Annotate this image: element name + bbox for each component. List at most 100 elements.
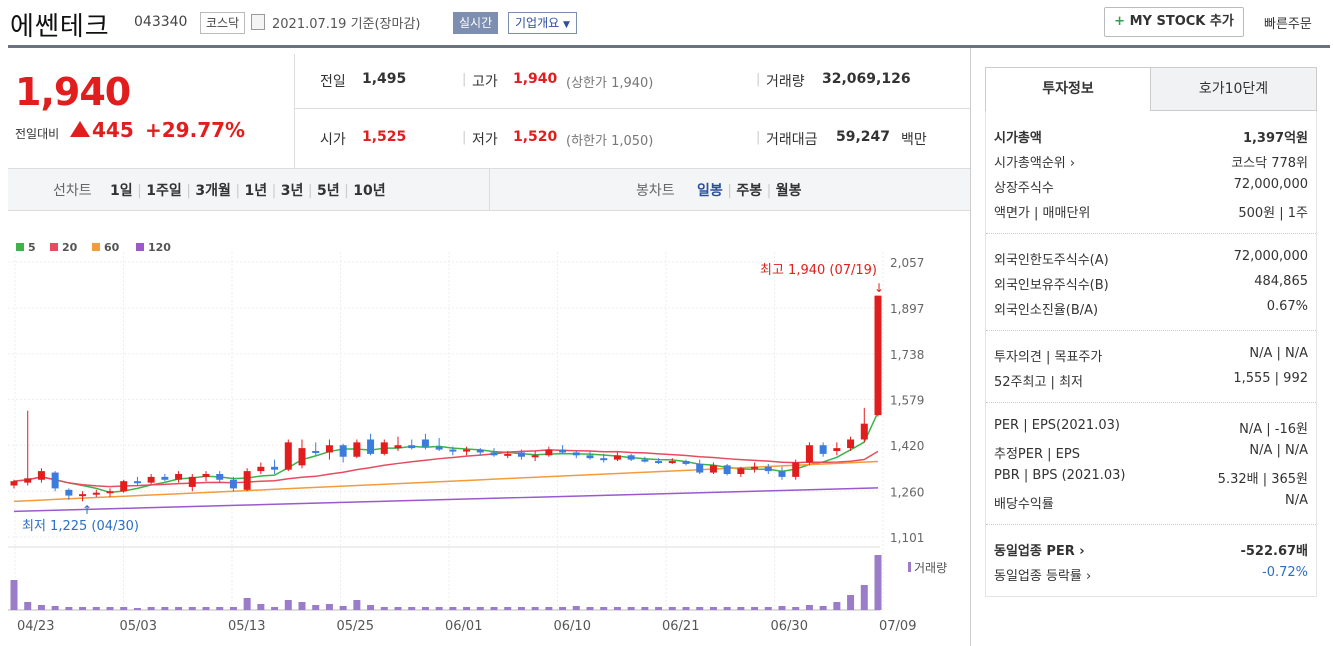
candle-chart-periods: 일봉 | 주봉 | 월봉 (697, 180, 802, 200)
legend-swatch (92, 243, 100, 251)
tab-invest-info[interactable]: 투자정보 (985, 67, 1151, 111)
info-label[interactable]: 동일업종 등락률 › (994, 569, 1092, 584)
info-value: -0.72% (1262, 565, 1308, 580)
candle-body (229, 479, 237, 489)
candle-body (408, 445, 416, 449)
ma60-line (13, 460, 879, 503)
info-value: 1,555 | 992 (1233, 371, 1308, 386)
period-option[interactable]: 1일 (110, 183, 133, 199)
realtime-button[interactable]: 실시간 (453, 12, 499, 34)
info-label[interactable]: 시가총액순위 › (994, 156, 1076, 171)
x-tick-label: 06/10 (554, 619, 591, 634)
candle-body (380, 442, 388, 454)
candle-body (819, 445, 827, 454)
volume-bar (819, 606, 827, 610)
info-label: 외국인보유주식수(B) (994, 278, 1109, 293)
info-value: -522.67배 (1240, 544, 1308, 559)
volume-bar (737, 607, 745, 610)
change-label: 전일대비 (15, 127, 60, 141)
ma120-line (13, 487, 879, 513)
info-value: N/A | N/A (1249, 443, 1308, 458)
info-label: 투자의견 | 목표주가 (994, 350, 1103, 365)
candle-body (284, 442, 292, 470)
period-option[interactable]: 1년 (244, 183, 268, 199)
candle-body (641, 459, 649, 462)
quick-order-link[interactable]: 빠른주문 (1264, 17, 1312, 32)
volume-bar (613, 607, 621, 610)
candle-body (476, 449, 484, 453)
volume-bar (833, 602, 841, 610)
candle-body (161, 476, 169, 480)
my-stock-add-button[interactable]: + MY STOCK 추가 (1104, 7, 1244, 37)
volume-bar (641, 607, 649, 610)
volume-bar (682, 607, 690, 610)
y-tick-label: 1,260 (890, 485, 924, 499)
volume-bar (380, 607, 388, 610)
info-label: 배당수익률 (994, 497, 1054, 512)
section-divider (986, 402, 1316, 403)
candle-body (805, 445, 813, 463)
candle-body (133, 481, 141, 484)
min-arrow-icon: ↑ (82, 503, 92, 517)
stock-code: 043340 (134, 14, 188, 30)
period-option[interactable]: 주봉 (736, 183, 763, 199)
volume-bar (504, 607, 512, 610)
period-option[interactable]: 3년 (280, 183, 304, 199)
prev-close-value: 1,495 (362, 71, 407, 87)
separator: | (267, 183, 281, 199)
volume-bar (65, 607, 73, 610)
candle-body (874, 295, 882, 416)
change-percent: +29.77% (145, 118, 246, 142)
info-value: 0.67% (1266, 299, 1308, 314)
candle-body (325, 445, 333, 453)
volume-bar (655, 607, 663, 610)
legend-label: 120 (148, 241, 171, 254)
volume-bar (421, 607, 429, 610)
candle-body (271, 466, 279, 470)
volume-bar (874, 555, 882, 610)
company-overview-dropdown[interactable]: 기업개요 ▼ (508, 12, 577, 34)
max-annotation: 최고 1,940 (07/19) (760, 263, 877, 278)
period-option[interactable]: 월봉 (775, 183, 802, 199)
separator: | (181, 183, 196, 199)
x-tick-label: 05/13 (228, 619, 265, 634)
y-tick-label: 1,897 (890, 302, 924, 316)
panel-divider (970, 48, 971, 646)
volume-bar (751, 607, 759, 610)
volume-bar (284, 600, 292, 610)
period-option[interactable]: 5년 (317, 183, 340, 199)
candle-body (559, 449, 567, 453)
candle-body (65, 489, 73, 496)
candle-body (490, 452, 498, 456)
candle-body (531, 455, 539, 458)
candle-body (517, 452, 525, 457)
candle-body (353, 442, 361, 457)
period-option[interactable]: 일봉 (697, 183, 723, 199)
period-option[interactable]: 3개월 (195, 183, 231, 199)
volume-bar (216, 607, 224, 610)
info-label: 외국인소진율(B/A) (994, 303, 1099, 318)
volume-bar (92, 607, 100, 610)
volume-legend-label: 거래량 (914, 561, 947, 575)
divider (294, 54, 295, 168)
high-label: 고가 (472, 74, 498, 90)
candle-body (339, 445, 347, 457)
candle-body (613, 455, 621, 460)
max-arrow-icon: ↓ (874, 281, 884, 295)
info-value: 500원 | 1주 (1238, 206, 1308, 221)
volume-bar (79, 607, 87, 610)
open-label: 시가 (320, 132, 346, 148)
period-option[interactable]: 1주일 (146, 183, 182, 199)
info-value: 코스닥 778위 (1231, 156, 1308, 171)
my-stock-label: MY STOCK 추가 (1129, 14, 1234, 29)
section-divider (986, 233, 1316, 234)
info-label[interactable]: 동일업종 PER › (994, 544, 1085, 559)
tab-hoga-10[interactable]: 호가10단계 (1150, 67, 1317, 111)
period-option[interactable]: 10년 (353, 183, 386, 199)
legend-swatch (16, 243, 24, 251)
candle-body (572, 452, 580, 456)
volume-bar (202, 607, 210, 610)
candle-body (586, 455, 594, 459)
volume-value: 32,069,126 (822, 71, 911, 87)
volume-bar (778, 606, 786, 610)
